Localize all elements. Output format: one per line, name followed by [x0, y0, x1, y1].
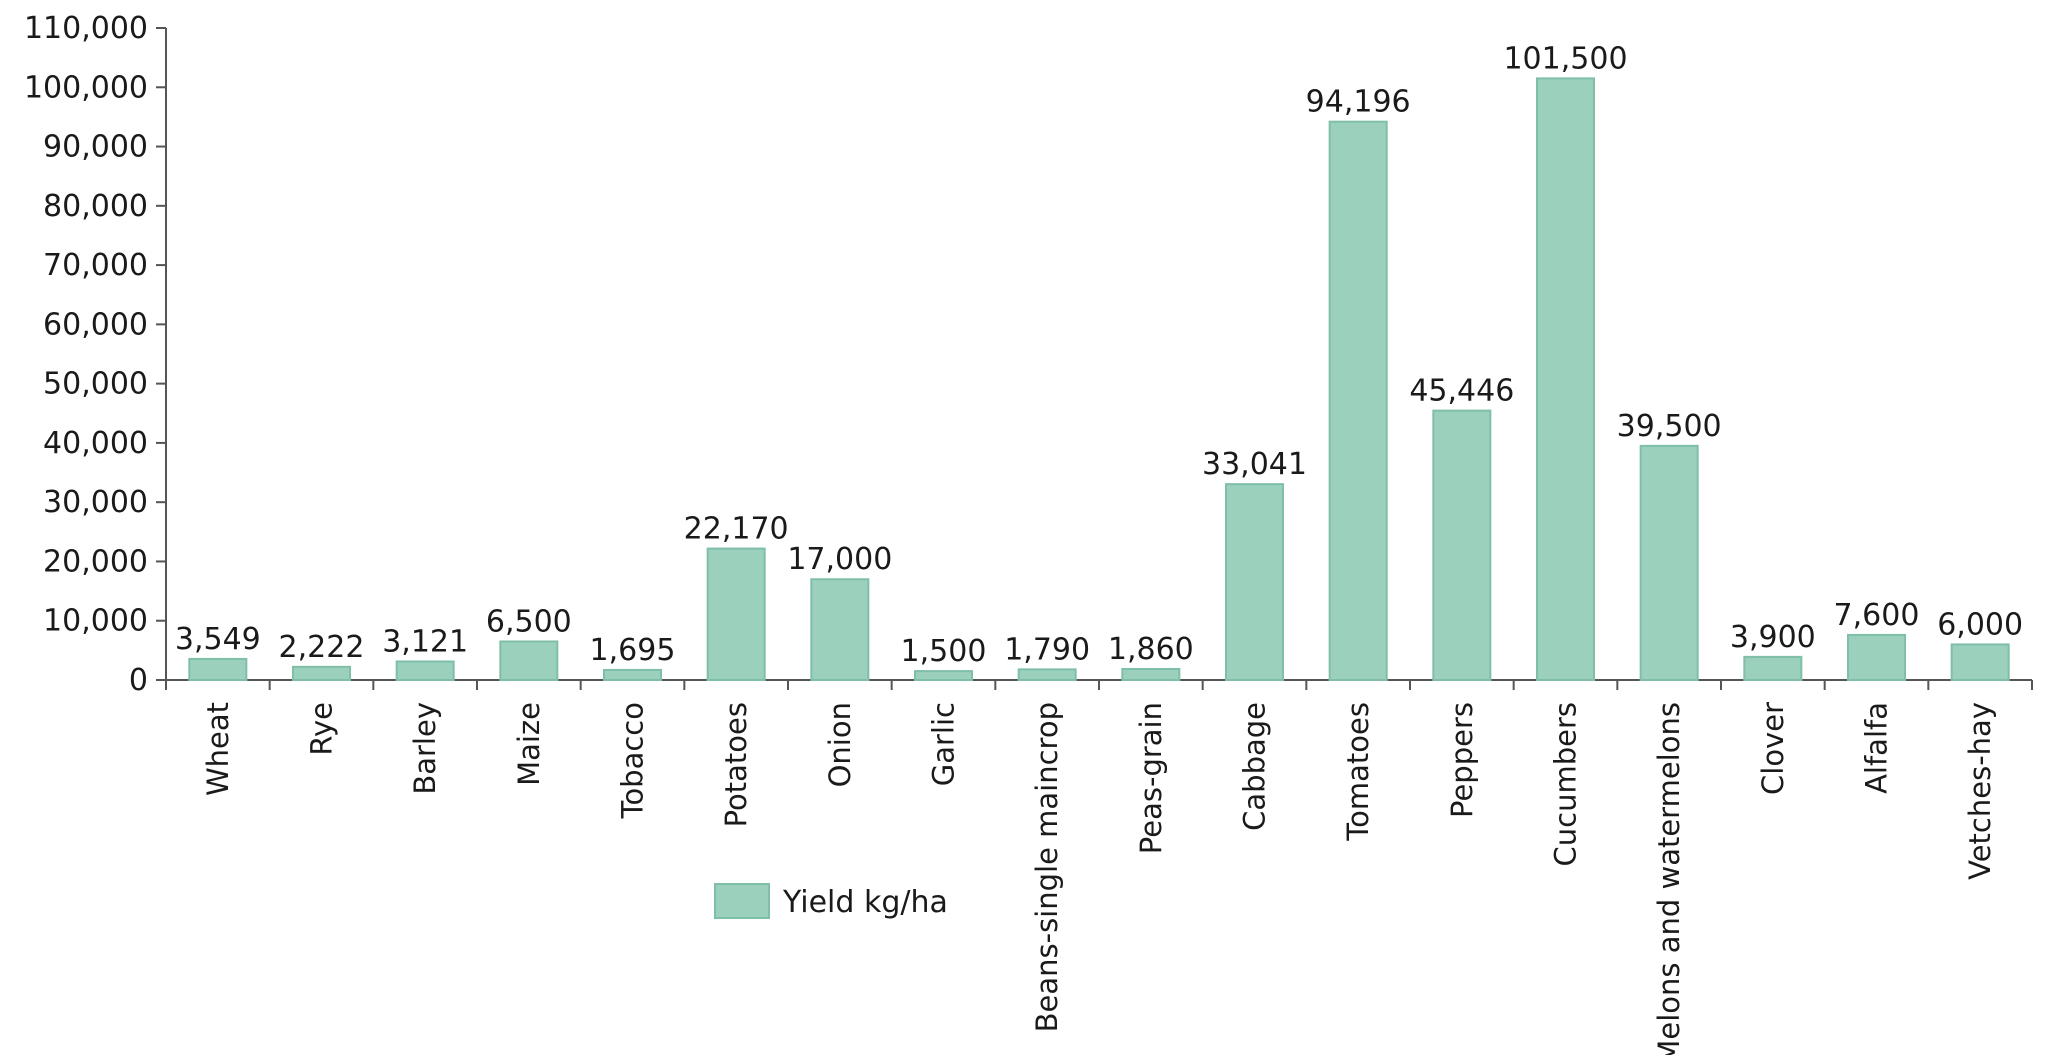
data-label: 6,500 [486, 604, 572, 639]
category-label: Clover [1756, 702, 1790, 795]
bar [1432, 409, 1492, 681]
data-label: 1,500 [901, 634, 987, 669]
y-tick-label: 0 [129, 663, 148, 698]
y-tick-label: 100,000 [24, 70, 148, 105]
legend: Yield kg/ha [714, 883, 948, 920]
data-label: 3,121 [382, 625, 468, 660]
data-label: 3,549 [175, 622, 261, 657]
data-label: 39,500 [1617, 409, 1722, 444]
category-label: Melons and watermelons [1652, 702, 1686, 1055]
bar [499, 640, 559, 681]
bar [1743, 655, 1803, 681]
data-label: 17,000 [787, 542, 892, 577]
category-label: Cabbage [1238, 702, 1272, 831]
category-label: Barley [408, 702, 442, 795]
y-tick-label: 70,000 [43, 248, 148, 283]
y-tick-label: 30,000 [43, 485, 148, 520]
y-tick-label: 110,000 [24, 11, 148, 46]
data-label: 94,196 [1306, 85, 1411, 120]
bar [1224, 483, 1285, 681]
data-label: 7,600 [1834, 598, 1920, 633]
y-axis: 0 10,000 20,000 30,000 40,000 50,000 60,000 70,… [24, 11, 167, 698]
y-tick-label: 20,000 [43, 544, 148, 579]
y-tick-label: 50,000 [43, 367, 148, 402]
category-labels: Wheat Rye Barley Maize Tobacco Potatoes Onion G… [201, 702, 1997, 1055]
category-label: Cucumbers [1549, 702, 1583, 866]
y-tick-label: 90,000 [43, 130, 148, 165]
data-label: 101,500 [1503, 41, 1627, 76]
data-label: 22,170 [684, 512, 789, 547]
data-label: 3,900 [1730, 620, 1816, 655]
legend-swatch-yield [714, 883, 770, 919]
bar [602, 668, 663, 681]
data-label: 45,446 [1409, 374, 1514, 409]
data-label: 2,222 [279, 630, 365, 665]
x-axis [165, 679, 2033, 690]
data-label: 1,695 [590, 633, 676, 668]
data-label: 1,790 [1004, 632, 1090, 667]
bar [395, 660, 455, 681]
bar [291, 665, 352, 681]
bar [1639, 444, 1699, 682]
bar [1121, 667, 1181, 682]
category-label: Garlic [927, 702, 961, 786]
y-tick-label: 40,000 [43, 426, 148, 461]
y-tick-label: 80,000 [43, 189, 148, 224]
category-label: Onion [823, 702, 857, 787]
bar [810, 578, 870, 682]
category-label: Peppers [1445, 702, 1479, 818]
y-tick-label: 60,000 [43, 307, 148, 342]
data-label: 1,860 [1108, 632, 1194, 667]
data-label: 33,041 [1202, 447, 1307, 482]
bar [1017, 668, 1077, 682]
category-label: Potatoes [719, 702, 753, 827]
bar [188, 657, 248, 682]
y-tick-label: 10,000 [43, 604, 148, 639]
category-label: Tobacco [616, 702, 650, 819]
bar [1328, 120, 1388, 681]
bar [1535, 77, 1596, 681]
bars [188, 77, 2010, 682]
category-label: Alfalfa [1860, 702, 1894, 794]
bar [1846, 633, 1907, 681]
category-label: Beans-single maincrop [1030, 702, 1064, 1032]
bar [913, 670, 974, 681]
category-label: Rye [305, 702, 339, 756]
bar [1950, 643, 2010, 681]
category-label: Peas-grain [1134, 702, 1168, 854]
category-label: Vetches-hay [1963, 702, 1997, 880]
data-label: 6,000 [1937, 607, 2023, 642]
bar [706, 547, 766, 681]
category-label: Wheat [201, 702, 235, 796]
legend-label-yield: Yield kg/ha [782, 885, 948, 920]
category-label: Maize [512, 702, 546, 786]
category-label: Tomatoes [1341, 702, 1375, 842]
